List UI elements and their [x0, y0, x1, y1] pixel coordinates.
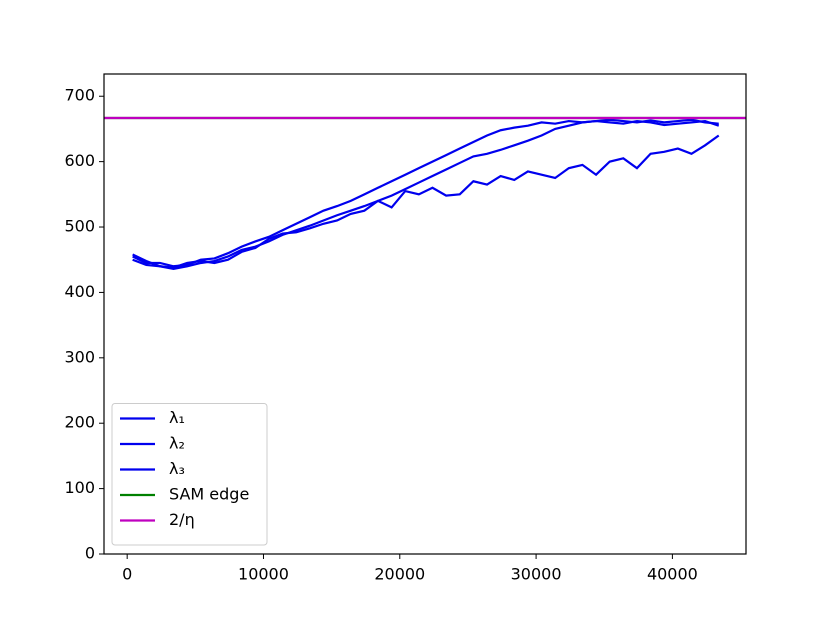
series-line [132, 134, 720, 269]
x-tick-label: 40000 [647, 565, 698, 584]
series-line [132, 119, 720, 270]
legend-label: λ₂ [169, 434, 185, 453]
y-tick-label: 600 [64, 151, 95, 170]
legend-label: SAM edge [169, 485, 249, 504]
y-tick-label: 300 [64, 347, 95, 366]
y-tick-label: 400 [64, 282, 95, 301]
y-tick-label: 0 [85, 544, 95, 563]
series-line [132, 118, 719, 268]
legend-label: 2/η [169, 510, 195, 529]
y-tick-label: 700 [64, 86, 95, 105]
x-tick-label: 10000 [238, 565, 289, 584]
x-tick-label: 20000 [374, 565, 425, 584]
x-tick-label: 30000 [511, 565, 562, 584]
y-tick-label: 100 [64, 478, 95, 497]
legend-label: λ₃ [169, 459, 185, 478]
y-tick-label: 500 [64, 217, 95, 236]
legend-box [111, 403, 268, 546]
plot-frame [103, 73, 747, 555]
legend-label: λ₁ [169, 408, 185, 427]
x-tick-label: 0 [122, 565, 132, 584]
y-tick-label: 200 [64, 413, 95, 432]
